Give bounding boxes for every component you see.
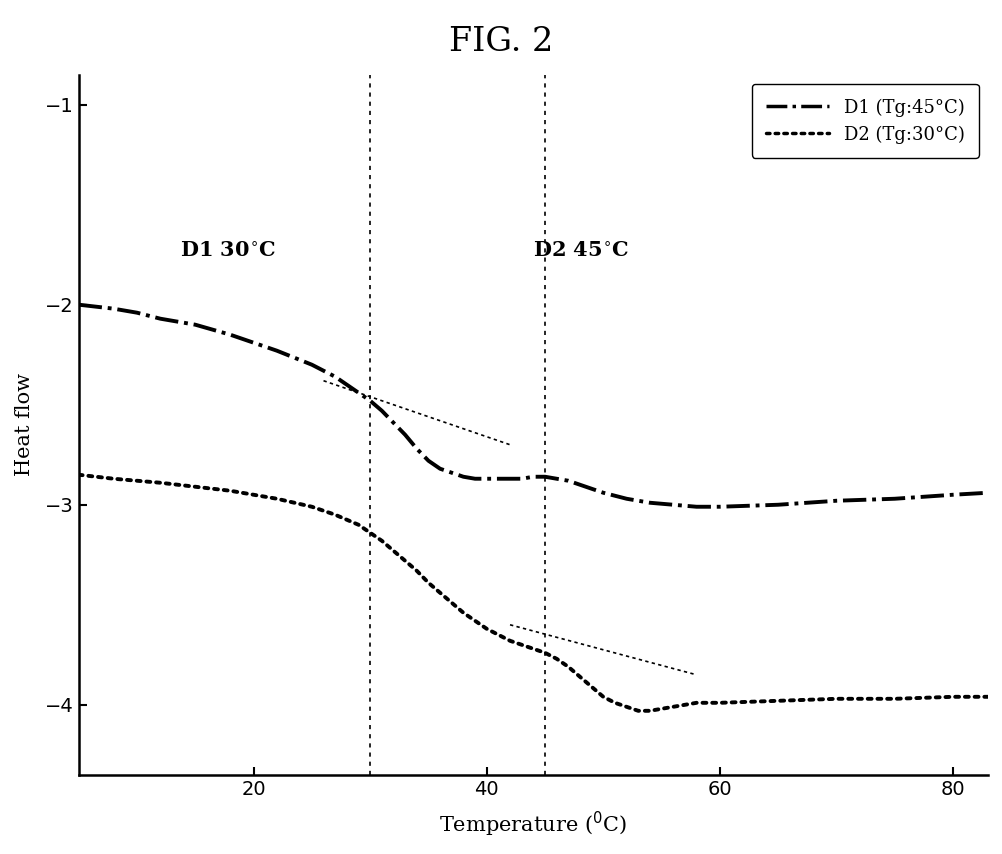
D1 (Tg:45°C): [422, 456, 434, 466]
D1 (Tg:45°C): [981, 488, 993, 498]
D1 (Tg:45°C): [515, 474, 527, 484]
D2 (Tg:30°C): [550, 653, 562, 664]
D2 (Tg:30°C): [631, 705, 643, 716]
D1 (Tg:45°C): [457, 471, 469, 482]
D2 (Tg:30°C): [527, 644, 539, 654]
D2 (Tg:30°C): [492, 629, 504, 640]
D2 (Tg:30°C): [469, 616, 481, 626]
D1 (Tg:45°C): [772, 500, 784, 510]
D1 (Tg:45°C): [713, 501, 725, 512]
D2 (Tg:30°C): [573, 672, 585, 682]
D2 (Tg:30°C): [352, 520, 364, 530]
D1 (Tg:45°C): [689, 501, 701, 512]
D2 (Tg:30°C): [445, 598, 457, 608]
D1 (Tg:45°C): [72, 300, 84, 310]
D1 (Tg:45°C): [224, 330, 236, 340]
D1 (Tg:45°C): [597, 488, 609, 498]
D1 (Tg:45°C): [271, 346, 283, 356]
D1 (Tg:45°C): [376, 406, 388, 416]
D2 (Tg:30°C): [538, 647, 550, 658]
D1 (Tg:45°C): [830, 495, 842, 506]
D1 (Tg:45°C): [329, 371, 341, 382]
D1 (Tg:45°C): [364, 395, 376, 406]
D1 (Tg:45°C): [538, 471, 550, 482]
D2 (Tg:30°C): [399, 556, 411, 566]
D2 (Tg:30°C): [678, 699, 690, 710]
D1 (Tg:45°C): [888, 494, 900, 504]
D1 (Tg:45°C): [306, 360, 318, 370]
D2 (Tg:30°C): [666, 702, 678, 712]
D2 (Tg:30°C): [830, 693, 842, 704]
Line: D1 (Tg:45°C): D1 (Tg:45°C): [78, 305, 987, 506]
D2 (Tg:30°C): [772, 696, 784, 706]
D2 (Tg:30°C): [364, 528, 376, 538]
D2 (Tg:30°C): [457, 608, 469, 618]
D1 (Tg:45°C): [131, 307, 143, 318]
D2 (Tg:30°C): [306, 501, 318, 512]
D1 (Tg:45°C): [550, 474, 562, 484]
D2 (Tg:30°C): [585, 681, 597, 692]
D2 (Tg:30°C): [608, 698, 620, 708]
D2 (Tg:30°C): [72, 470, 84, 480]
D1 (Tg:45°C): [189, 319, 201, 330]
D1 (Tg:45°C): [480, 474, 492, 484]
D1 (Tg:45°C): [399, 430, 411, 440]
Line: D2 (Tg:30°C): D2 (Tg:30°C): [78, 475, 987, 711]
D2 (Tg:30°C): [387, 546, 399, 556]
D2 (Tg:30°C): [946, 692, 958, 702]
Text: D1 30$^{\circ}$C: D1 30$^{\circ}$C: [180, 241, 277, 260]
D2 (Tg:30°C): [643, 705, 655, 716]
D2 (Tg:30°C): [434, 588, 446, 598]
D2 (Tg:30°C): [422, 577, 434, 588]
D1 (Tg:45°C): [247, 337, 260, 348]
Text: FIG. 2: FIG. 2: [449, 26, 553, 57]
D1 (Tg:45°C): [154, 313, 166, 324]
D2 (Tg:30°C): [329, 510, 341, 520]
D1 (Tg:45°C): [666, 500, 678, 510]
D1 (Tg:45°C): [387, 418, 399, 428]
D1 (Tg:45°C): [946, 489, 958, 500]
D1 (Tg:45°C): [492, 474, 504, 484]
D2 (Tg:30°C): [981, 692, 993, 702]
D2 (Tg:30°C): [189, 482, 201, 492]
X-axis label: Temperature ($^{0}$C): Temperature ($^{0}$C): [439, 810, 626, 839]
D2 (Tg:30°C): [888, 693, 900, 704]
D1 (Tg:45°C): [469, 474, 481, 484]
D1 (Tg:45°C): [411, 444, 423, 454]
D1 (Tg:45°C): [445, 468, 457, 478]
D2 (Tg:30°C): [131, 476, 143, 486]
D1 (Tg:45°C): [562, 476, 574, 486]
D2 (Tg:30°C): [107, 474, 119, 484]
D2 (Tg:30°C): [620, 702, 632, 712]
D2 (Tg:30°C): [376, 535, 388, 546]
D1 (Tg:45°C): [434, 464, 446, 474]
D2 (Tg:30°C): [504, 635, 516, 646]
D2 (Tg:30°C): [247, 489, 260, 500]
Y-axis label: Heat flow: Heat flow: [15, 373, 34, 477]
D2 (Tg:30°C): [515, 640, 527, 650]
D1 (Tg:45°C): [527, 471, 539, 482]
D2 (Tg:30°C): [713, 698, 725, 708]
D2 (Tg:30°C): [411, 565, 423, 576]
D2 (Tg:30°C): [597, 692, 609, 702]
D1 (Tg:45°C): [504, 474, 516, 484]
D2 (Tg:30°C): [689, 698, 701, 708]
D2 (Tg:30°C): [224, 486, 236, 496]
D2 (Tg:30°C): [154, 477, 166, 488]
Text: D2 45$^{\circ}$C: D2 45$^{\circ}$C: [533, 241, 629, 260]
D2 (Tg:30°C): [480, 623, 492, 634]
Legend: D1 (Tg:45°C), D2 (Tg:30°C): D1 (Tg:45°C), D2 (Tg:30°C): [750, 84, 978, 158]
D1 (Tg:45°C): [585, 483, 597, 494]
D2 (Tg:30°C): [655, 704, 667, 714]
D1 (Tg:45°C): [573, 480, 585, 490]
D1 (Tg:45°C): [107, 304, 119, 314]
D2 (Tg:30°C): [271, 494, 283, 504]
D1 (Tg:45°C): [620, 494, 632, 504]
D1 (Tg:45°C): [352, 388, 364, 398]
D1 (Tg:45°C): [643, 498, 655, 508]
D2 (Tg:30°C): [562, 662, 574, 672]
